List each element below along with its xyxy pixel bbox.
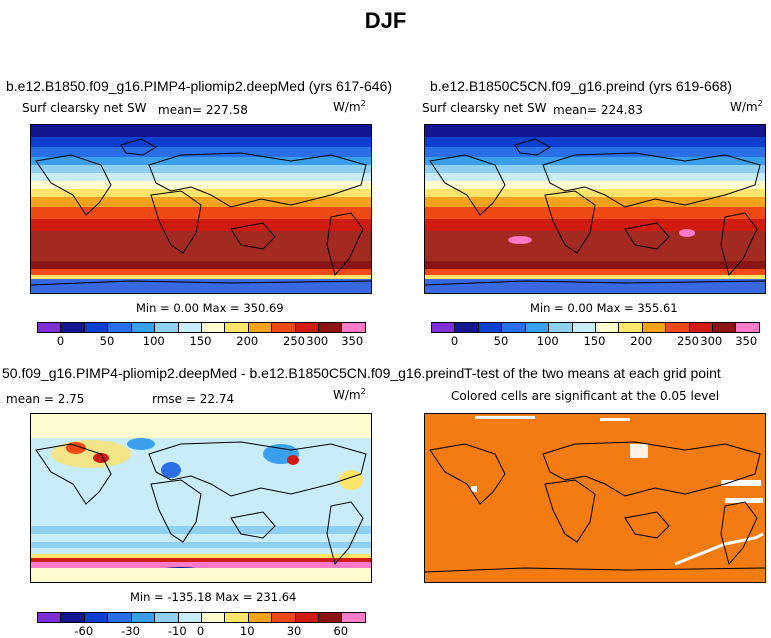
panel2-mean: mean= 224.83 [553, 103, 643, 117]
tick-label: 0 [196, 624, 205, 638]
panel2-minmax: Min = 0.00 Max = 355.61 [530, 301, 678, 315]
tick-label: 30 [286, 624, 302, 638]
panel3-colorbar [37, 612, 366, 623]
panel4-subtitle: Colored cells are significant at the 0.0… [451, 389, 720, 403]
tick-label: 150 [583, 334, 606, 348]
tick-label: 350 [735, 334, 758, 348]
tick-label: 250 [283, 334, 305, 348]
panel2-title: b.e12.B1850C5CN.f09_g16.preind (yrs 619-… [430, 78, 732, 94]
tick-label: 200 [236, 334, 259, 348]
tick-label: 150 [189, 334, 212, 348]
panel1-variable: Surf clearsky net SW [22, 101, 147, 115]
tick-label: 100 [142, 334, 165, 348]
panel3-map [30, 413, 372, 583]
tick-label: 100 [536, 334, 559, 348]
panel1-map [30, 124, 372, 294]
tick-label: -10 [167, 624, 187, 638]
panel2-colorbar [431, 322, 760, 333]
tick-label: -60 [74, 624, 94, 638]
panel2-map [424, 124, 766, 294]
tick-label: 10 [239, 624, 255, 638]
panel1-units: W/m2 [333, 99, 366, 114]
panel1-colorbar-labels: 0 50 100 150 200 250 300 350 [37, 334, 364, 348]
tick-label: 200 [630, 334, 653, 348]
tick-label: 60 [333, 624, 349, 638]
tick-label: 50 [493, 334, 509, 348]
tick-label: 300 [306, 334, 329, 348]
tick-label: 50 [99, 334, 115, 348]
panel2-variable: Surf clearsky net SW [422, 101, 547, 115]
panel1-mean: mean= 227.58 [158, 103, 248, 117]
panel3-minmax: Min = -135.18 Max = 231.64 [130, 590, 297, 604]
tick-label: 350 [341, 334, 364, 348]
tick-label: 300 [700, 334, 723, 348]
panel1-minmax: Min = 0.00 Max = 350.69 [136, 301, 284, 315]
panel3-mean: mean = 2.75 [6, 392, 85, 406]
panel3-rmse: rmse = 22.74 [152, 392, 235, 406]
panel2-colorbar-labels: 0 50 100 150 200 250 300 350 [431, 334, 758, 348]
panel2-units: W/m2 [730, 99, 763, 114]
figure-title: DJF [364, 8, 407, 33]
tick-label: -30 [121, 624, 140, 638]
panel4-title: T-test of the two means at each grid poi… [464, 365, 721, 381]
panel1-title: b.e12.B1850.f09_g16.PIMP4-pliomip2.deepM… [6, 78, 393, 94]
panel3-title: 50.f09_g16.PIMP4-pliomip2.deepMed - b.e1… [2, 365, 465, 381]
panel3-colorbar-labels: -60 -30 -10 0 10 30 60 [37, 624, 364, 638]
panel4-map [424, 413, 766, 583]
panel1-colorbar [37, 322, 366, 333]
panel3-units: W/m2 [333, 387, 366, 402]
tick-label: 0 [450, 334, 459, 348]
tick-label: 250 [677, 334, 699, 348]
tick-label: 0 [56, 334, 65, 348]
